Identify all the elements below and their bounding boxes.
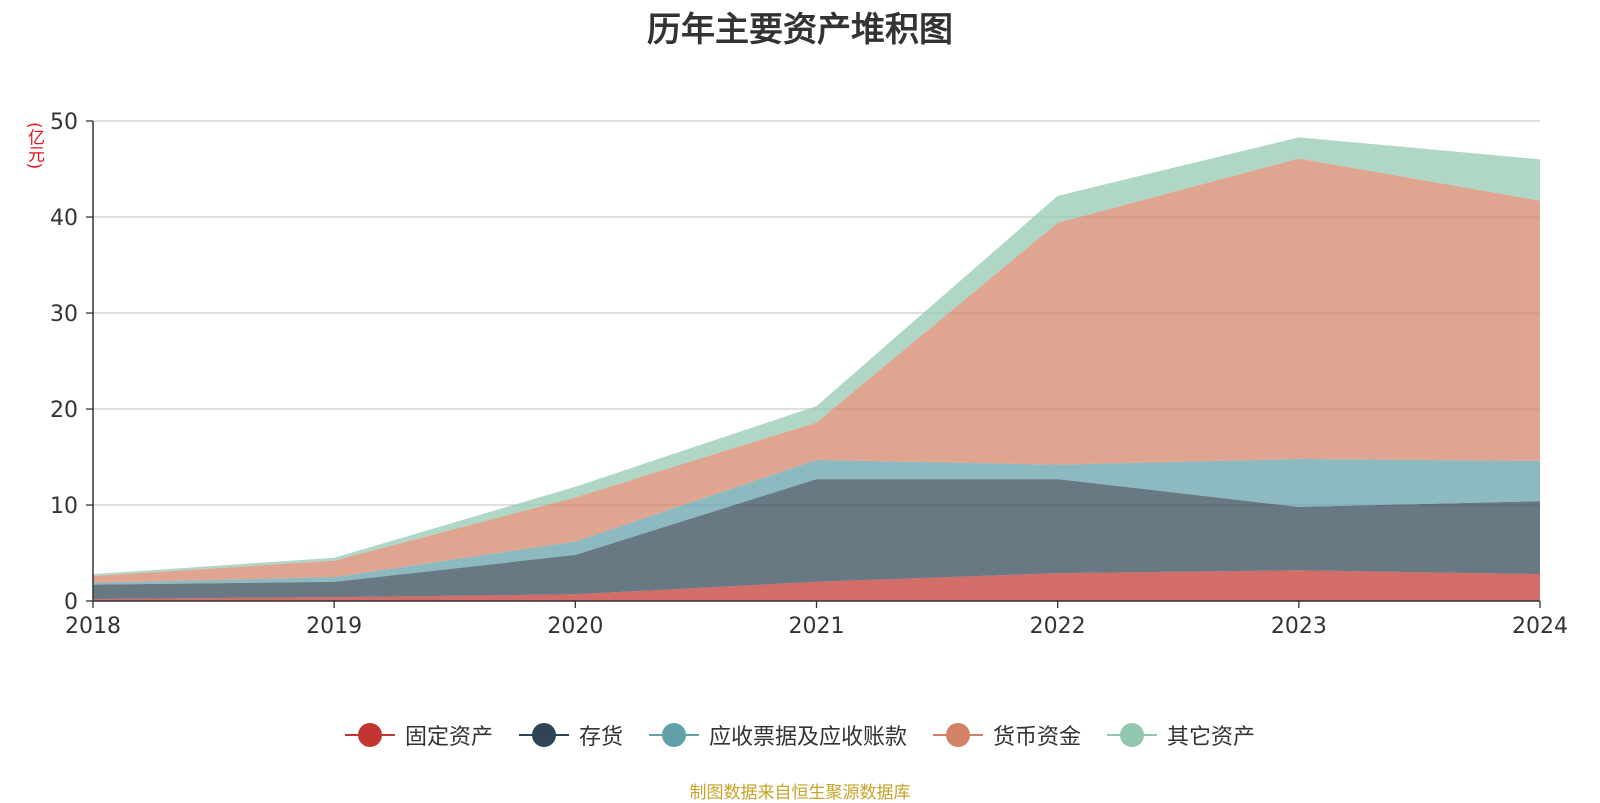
legend-item-0[interactable]: 固定资产 [344, 719, 493, 751]
x-tick-label: 2019 [306, 614, 362, 639]
y-tick-label: 10 [50, 494, 78, 519]
area-series-2 [93, 458, 1540, 585]
legend-label: 应收票据及应收账款 [708, 725, 907, 750]
x-tick-label: 2023 [1271, 614, 1327, 639]
legend-item-4[interactable]: 其它资产 [1107, 719, 1255, 751]
legend-marker-icon [933, 722, 983, 748]
x-tick-label: 2020 [547, 614, 603, 639]
axes: 0 10 20 30 40 50 2018 2019 2020 2021 2022 2023 2024 [50, 110, 1568, 639]
chart-title: 历年主要资产堆积图 [647, 10, 953, 50]
x-tick-label: 2018 [65, 614, 121, 639]
data-source-note: 制图数据来自恒生聚源数据库 [689, 783, 911, 803]
area-series-3 [93, 158, 1540, 583]
legend-label: 货币资金 [993, 725, 1082, 750]
legend-label: 存货 [578, 725, 623, 750]
legend-label: 固定资产 [404, 725, 493, 750]
legend-marker-icon [1107, 722, 1158, 748]
area-series-1 [93, 479, 1540, 600]
legend-item-3[interactable]: 货币资金 [933, 719, 1081, 751]
y-tick-label: 0 [64, 590, 78, 615]
legend-item-2[interactable]: 应收票据及应收账款 [648, 719, 907, 751]
y-tick-label: 20 [50, 398, 78, 423]
legend-marker-icon [648, 722, 699, 748]
x-tick-label: 2021 [789, 614, 845, 639]
legend-marker-icon [518, 722, 569, 748]
y-tick-label: 50 [50, 110, 78, 135]
chart-legend: 固定资产 存货 应收票据及应收账款 货币资金 其它资产 [0, 719, 1600, 751]
area-series-0 [93, 570, 1540, 601]
area-series [93, 137, 1540, 601]
y-tick-label: 30 [50, 302, 78, 327]
y-axis-unit-label: (亿元) [24, 122, 44, 170]
legend-label: 其它资产 [1167, 725, 1256, 750]
x-tick-label: 2024 [1512, 614, 1568, 639]
legend-marker-icon [344, 722, 395, 748]
x-tick-label: 2022 [1030, 614, 1086, 639]
y-tick-label: 40 [50, 206, 78, 231]
legend-item-1[interactable]: 存货 [518, 719, 623, 751]
